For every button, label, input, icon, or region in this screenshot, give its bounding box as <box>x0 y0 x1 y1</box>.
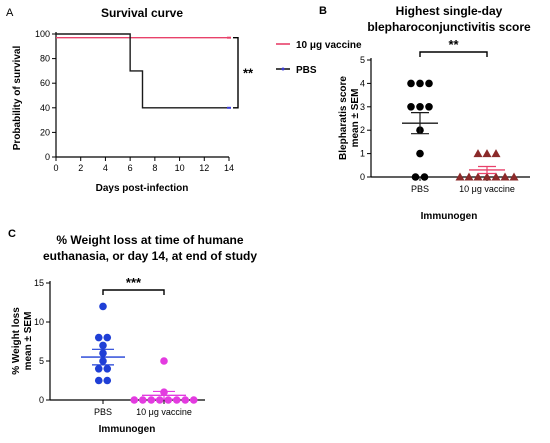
panel-c-data-point <box>103 376 112 385</box>
panel-b-data-point <box>407 103 415 111</box>
panel-c-ylabel-line-2: mean ± SEM <box>23 312 34 371</box>
panel-b-data-point <box>473 149 483 158</box>
panel-b-significance-label: ** <box>448 37 459 52</box>
panel-b-y-tick-label: 2 <box>360 125 365 135</box>
panel-b-data-point <box>425 103 433 111</box>
panel-c-data-point <box>189 396 198 404</box>
panel-c-y-tick-label: 0 <box>39 395 44 405</box>
panel-c-data-point <box>138 396 147 404</box>
panel-c-data-point <box>164 396 173 404</box>
panel-a-survival-chart: Survival curve Days post-infection Proba… <box>12 6 362 194</box>
panel-c-y-tick-label: 5 <box>39 356 44 366</box>
panel-b-data-point <box>500 172 510 181</box>
panel-c-data-point <box>181 396 190 404</box>
panel-a-title: Survival curve <box>101 6 183 20</box>
panel-b-ylabel-line-1: Blepharatis score <box>338 76 349 160</box>
panel-c-data-point <box>94 365 103 373</box>
panel-b-data-point <box>491 149 501 158</box>
panel-c-data-point <box>155 396 164 404</box>
panel-a-legend-marker <box>281 67 285 71</box>
panel-c-ylabel-line-1: % Weight loss <box>11 307 22 375</box>
panel-b-data-point <box>482 172 492 181</box>
panel-b-y-tick-label: 4 <box>360 78 365 88</box>
panel-c-data-point <box>103 365 112 373</box>
panel-a-x-tick-label: 14 <box>224 163 234 173</box>
panel-c-data-point <box>160 357 168 365</box>
panel-b-y-tick-label: 1 <box>360 149 365 159</box>
panel-c-significance-bracket <box>102 289 165 295</box>
panel-b-data-point <box>411 173 420 181</box>
panel-c-x-tick-label: PBS <box>94 407 112 417</box>
panel-b-data-point <box>455 172 465 181</box>
panel-a-x-tick-label: 2 <box>78 163 83 173</box>
panel-b-data-point <box>509 172 519 181</box>
panel-a-y-tick-label: 0 <box>45 152 50 162</box>
panel-a-x-tick-label: 10 <box>175 163 185 173</box>
panel-b-blepharitis-chart: Highest single-day blepharoconjunctiviti… <box>338 4 531 222</box>
panel-c-x-tick-label: 10 μg vaccine <box>136 407 192 417</box>
panel-b-data-point <box>416 149 424 158</box>
panel-c-data-point <box>99 302 107 311</box>
panel-c-y-tick-label: 15 <box>34 278 44 288</box>
panel-a-x-tick-label: 12 <box>199 163 209 173</box>
panel-c-title-line-1: % Weight loss at time of humane <box>56 233 243 247</box>
panel-c-weight-loss-chart: % Weight loss at time of humane euthanas… <box>11 233 257 435</box>
panel-c-data-point <box>94 376 103 385</box>
panel-a-xlabel: Days post-infection <box>96 183 189 194</box>
panel-b-data-point <box>407 79 415 88</box>
panel-c-data-point <box>99 341 107 350</box>
panel-a-y-tick-label: 80 <box>40 54 50 64</box>
panel-c-y-tick-label: 10 <box>34 317 44 327</box>
panel-b-y-tick-label: 0 <box>360 172 365 182</box>
panel-a-x-tick-label: 8 <box>152 163 157 173</box>
panel-b-x-tick-label: PBS <box>411 184 429 194</box>
panel-a-y-tick-label: 40 <box>40 103 50 113</box>
panel-b-xlabel: Immunogen <box>421 211 478 222</box>
panel-a-significance-bracket <box>233 36 239 109</box>
panel-b-data-point <box>473 172 483 181</box>
panel-b-x-tick-label: 10 μg vaccine <box>459 184 515 194</box>
panel-b-significance-bracket <box>419 51 488 57</box>
panel-a-legend-label: PBS <box>296 65 317 76</box>
panel-c-data-point <box>147 396 156 404</box>
panel-a-x-tick-label: 4 <box>103 163 108 173</box>
panel-c-title-line-2: euthanasia, or day 14, at end of study <box>43 249 257 263</box>
panel-a-significance-label: ** <box>243 66 254 81</box>
panel-c-data-point <box>172 396 181 404</box>
panel-a-x-tick-label: 0 <box>53 163 58 173</box>
panel-letter-c: C <box>8 228 16 240</box>
panel-b-y-tick-label: 3 <box>360 102 365 112</box>
panel-b-data-point <box>464 172 474 181</box>
panel-letter-a: A <box>6 7 14 19</box>
panel-b-data-point <box>416 79 424 88</box>
panel-c-xlabel: Immunogen <box>99 424 156 435</box>
panel-c-data-point <box>94 333 103 342</box>
panel-a-legend-label: 10 μg vaccine <box>296 40 362 51</box>
panel-c-significance-label: *** <box>126 275 142 290</box>
panel-b-data-point <box>425 79 433 88</box>
panel-b-title-line-1: Highest single-day <box>396 4 503 18</box>
panel-b-data-point <box>420 173 429 181</box>
panel-a-ylabel: Probability of survival <box>12 46 23 151</box>
panel-b-data-point <box>491 172 501 181</box>
panel-a-y-tick-label: 20 <box>40 127 50 137</box>
panel-a-y-tick-label: 60 <box>40 78 50 88</box>
panel-c-data-point <box>130 396 139 404</box>
panel-b-title-line-2: blepharoconjunctivitis score <box>367 20 531 34</box>
panel-letter-b: B <box>319 5 327 17</box>
panel-c-data-point <box>103 333 112 342</box>
panel-b-y-tick-label: 5 <box>360 55 365 65</box>
panel-a-y-tick-label: 100 <box>35 29 50 39</box>
panel-a-series-line-pbs <box>56 33 229 109</box>
panel-b-data-point <box>482 149 492 158</box>
panel-b-ylabel-line-2: mean ± SEM <box>350 89 361 148</box>
panel-b-data-point <box>416 103 424 111</box>
panel-a-x-tick-label: 6 <box>128 163 133 173</box>
